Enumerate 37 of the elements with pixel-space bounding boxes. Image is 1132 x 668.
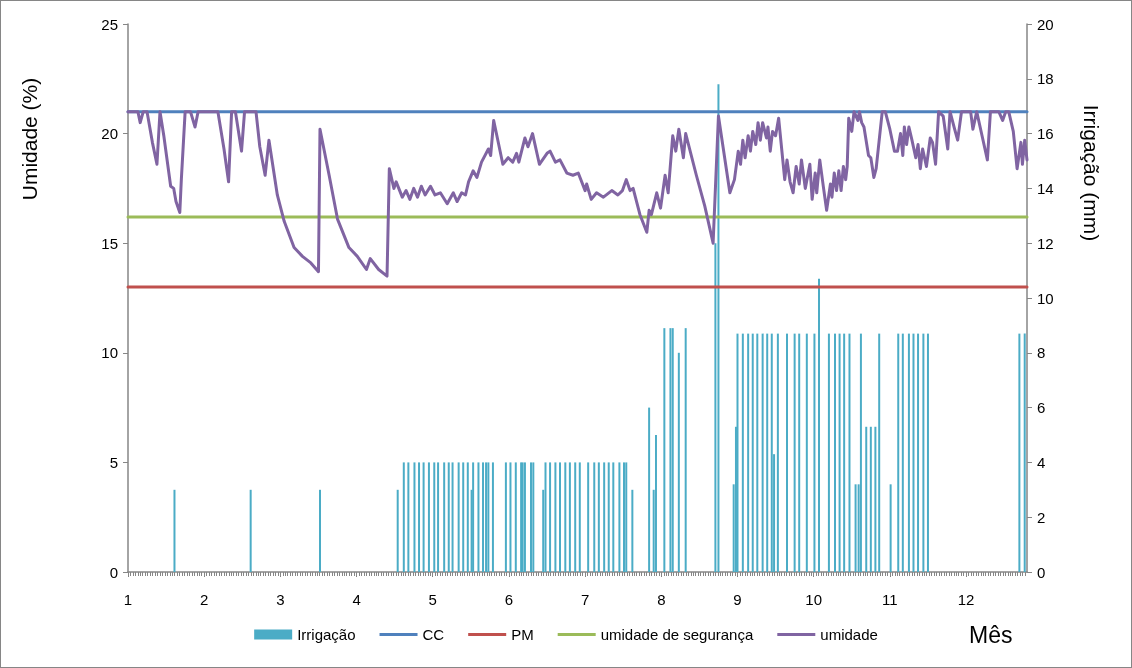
x-tick-label: 5 [428,591,437,608]
x-tick-label: 6 [504,591,514,608]
legend-label: umidade de segurança [600,626,754,643]
x-tick-label: 2 [200,591,209,608]
legend-label: umidade [820,626,878,643]
y2-tick-label: 18 [1037,70,1054,88]
legend-label: CC [422,626,445,643]
y-axis-title: Umidade (%) [17,77,41,201]
y2-axis-title: Irrigação (mm) [1079,104,1103,242]
x-tick-label: 11 [882,591,898,608]
y2-tick-label: 2 [1037,508,1046,526]
x-tick-label: 1 [123,591,133,608]
x-tick-label: 10 [805,591,823,608]
x-tick-label: 7 [580,591,590,608]
x-tick-label: 4 [352,591,361,608]
y2-tick-label: 10 [1037,289,1054,307]
y2-tick-label: 14 [1037,179,1054,197]
y2-tick-label: 12 [1037,234,1054,252]
y2-tick-label: 16 [1037,125,1054,143]
y-tick-label: 25 [101,15,118,33]
x-tick-label: 3 [276,591,285,608]
x-tick-label: 9 [733,591,742,608]
y-tick-label: 15 [101,234,118,252]
y-tick-label: 10 [101,344,118,362]
y2-tick-label: 6 [1037,399,1046,417]
legend-label: Irrigação [297,626,356,643]
y2-tick-label: 20 [1037,15,1054,33]
x-tick-label: 12 [957,591,975,608]
y-tick-label: 0 [109,563,118,581]
legend-label: PM [511,626,534,643]
y2-tick-label: 0 [1037,563,1046,581]
x-tick-label: 8 [657,591,666,608]
y-tick-label: 20 [101,125,118,143]
y2-tick-label: 4 [1037,453,1046,471]
y2-tick-label: 8 [1037,344,1046,362]
x-axis-title: Mês [969,622,1013,648]
y-tick-label: 5 [109,453,118,471]
